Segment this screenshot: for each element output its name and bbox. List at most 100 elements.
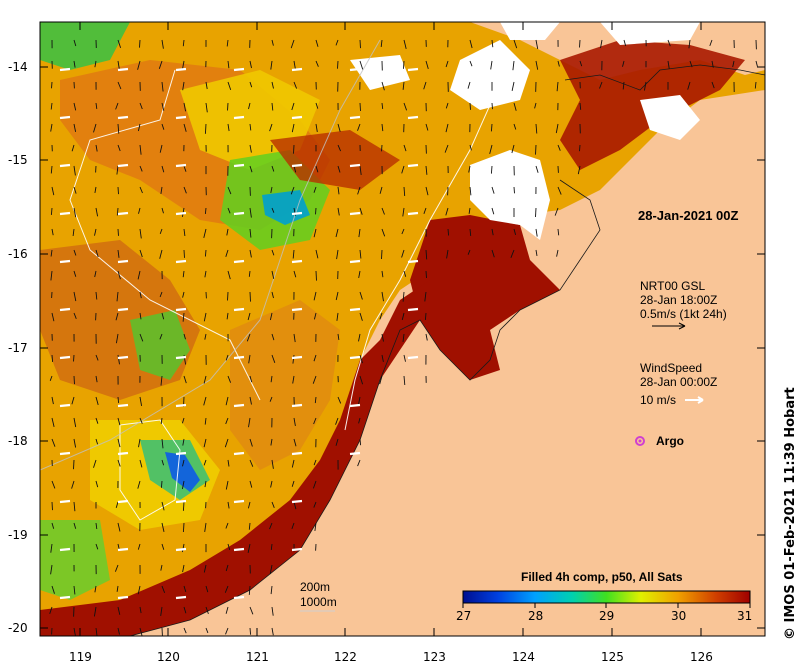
current-arrow bbox=[513, 123, 517, 130]
current-arrow bbox=[337, 186, 340, 195]
current-arrow bbox=[161, 207, 164, 214]
current-arrow bbox=[95, 249, 99, 258]
current-arrow bbox=[160, 186, 163, 194]
current-arrow bbox=[315, 207, 317, 215]
current-arrow bbox=[403, 354, 406, 362]
current-arrow bbox=[116, 165, 119, 175]
wind-arrow bbox=[407, 211, 419, 216]
current-arrow bbox=[117, 228, 119, 236]
current-arrow bbox=[511, 144, 515, 154]
current-arrow bbox=[292, 354, 295, 364]
current-arrow bbox=[51, 480, 56, 489]
current-arrow bbox=[247, 312, 251, 321]
current-arrow bbox=[73, 501, 76, 512]
current-arrow bbox=[314, 522, 317, 531]
colorbar-tick: 28 bbox=[528, 609, 543, 623]
current-arrow bbox=[314, 396, 317, 404]
current-arrow bbox=[117, 417, 121, 426]
current-arrow bbox=[711, 81, 715, 89]
current-arrow bbox=[556, 81, 559, 92]
current-arrow bbox=[467, 249, 471, 255]
current-arrow bbox=[182, 564, 185, 573]
wind-arrow bbox=[291, 547, 303, 552]
current-arrow bbox=[270, 480, 273, 488]
current-arrow bbox=[491, 186, 495, 194]
wind-arrow bbox=[175, 115, 187, 120]
lon-tick-label: 119 bbox=[69, 650, 92, 664]
current-arrow bbox=[379, 186, 383, 194]
current-arrow bbox=[93, 606, 97, 617]
current-arrow bbox=[117, 396, 120, 403]
current-arrow bbox=[204, 207, 207, 214]
current-arrow bbox=[50, 123, 53, 132]
wind-arrow bbox=[59, 499, 71, 504]
current-arrow bbox=[491, 102, 493, 110]
current-legend: NRT00 GSL 28-Jan 18:00Z 0.5m/s (1kt 24h) bbox=[640, 279, 727, 330]
current-arrow bbox=[204, 270, 207, 278]
current-arrow bbox=[139, 291, 142, 299]
current-arrow bbox=[160, 480, 163, 488]
wind-arrow bbox=[117, 355, 129, 360]
current-arrow bbox=[359, 375, 364, 385]
current-legend-product: NRT00 GSL bbox=[640, 279, 705, 293]
current-arrow bbox=[182, 438, 185, 446]
wind-arrow bbox=[233, 547, 245, 552]
lon-tick-label: 124 bbox=[512, 650, 535, 664]
wind-arrow bbox=[59, 163, 71, 168]
current-arrow bbox=[336, 249, 339, 260]
current-arrow bbox=[139, 186, 143, 194]
cloud-gap bbox=[450, 40, 530, 110]
contour-1000m bbox=[69, 69, 261, 401]
wind-legend: WindSpeed 28-Jan 00:00Z 10 m/s bbox=[640, 361, 717, 407]
current-arrow bbox=[203, 564, 207, 573]
current-arrow bbox=[425, 123, 429, 131]
current-arrow bbox=[381, 123, 384, 132]
wind-arrow bbox=[233, 403, 245, 408]
current-arrow bbox=[335, 438, 339, 446]
current-arrow bbox=[225, 564, 229, 572]
current-arrow bbox=[357, 459, 361, 467]
current-arrow bbox=[95, 102, 98, 109]
current-arrow bbox=[73, 123, 77, 132]
current-arrow bbox=[248, 354, 251, 364]
current-arrow bbox=[469, 186, 472, 196]
current-arrow bbox=[510, 249, 515, 258]
current-arrow bbox=[182, 501, 185, 511]
current-arrow bbox=[358, 270, 361, 278]
current-arrow bbox=[161, 81, 164, 92]
current-arrow bbox=[205, 627, 209, 634]
current-arrow bbox=[359, 60, 364, 70]
current-arrow bbox=[337, 165, 341, 173]
current-arrow bbox=[402, 207, 405, 217]
current-arrow bbox=[183, 165, 187, 172]
current-arrow bbox=[182, 522, 185, 533]
wind-arrow bbox=[59, 307, 71, 312]
current-arrow bbox=[270, 375, 273, 383]
current-arrow bbox=[359, 312, 363, 321]
wind-arrow bbox=[291, 403, 303, 408]
current-arrow bbox=[249, 123, 252, 131]
wind-arrow bbox=[291, 307, 303, 312]
wind-arrow bbox=[233, 67, 245, 72]
current-arrow bbox=[117, 60, 120, 70]
sst-cool-patch bbox=[40, 22, 130, 70]
sst-coldest-patch bbox=[165, 452, 200, 492]
current-arrow bbox=[754, 81, 757, 89]
current-arrow bbox=[227, 186, 232, 195]
current-arrow bbox=[71, 396, 75, 405]
current-arrow bbox=[137, 123, 141, 132]
current-arrow bbox=[117, 522, 121, 532]
current-arrow bbox=[424, 312, 427, 320]
current-arrow bbox=[623, 39, 627, 47]
wind-arrow bbox=[175, 499, 187, 504]
current-arrow bbox=[249, 60, 252, 69]
current-arrow bbox=[292, 375, 295, 384]
current-arrow bbox=[291, 123, 295, 133]
sst-warm-band bbox=[230, 300, 340, 470]
current-arrow bbox=[335, 417, 339, 425]
current-arrow bbox=[227, 123, 230, 132]
current-arrow bbox=[379, 312, 383, 320]
current-arrow bbox=[93, 459, 97, 468]
current-arrow bbox=[225, 396, 229, 406]
